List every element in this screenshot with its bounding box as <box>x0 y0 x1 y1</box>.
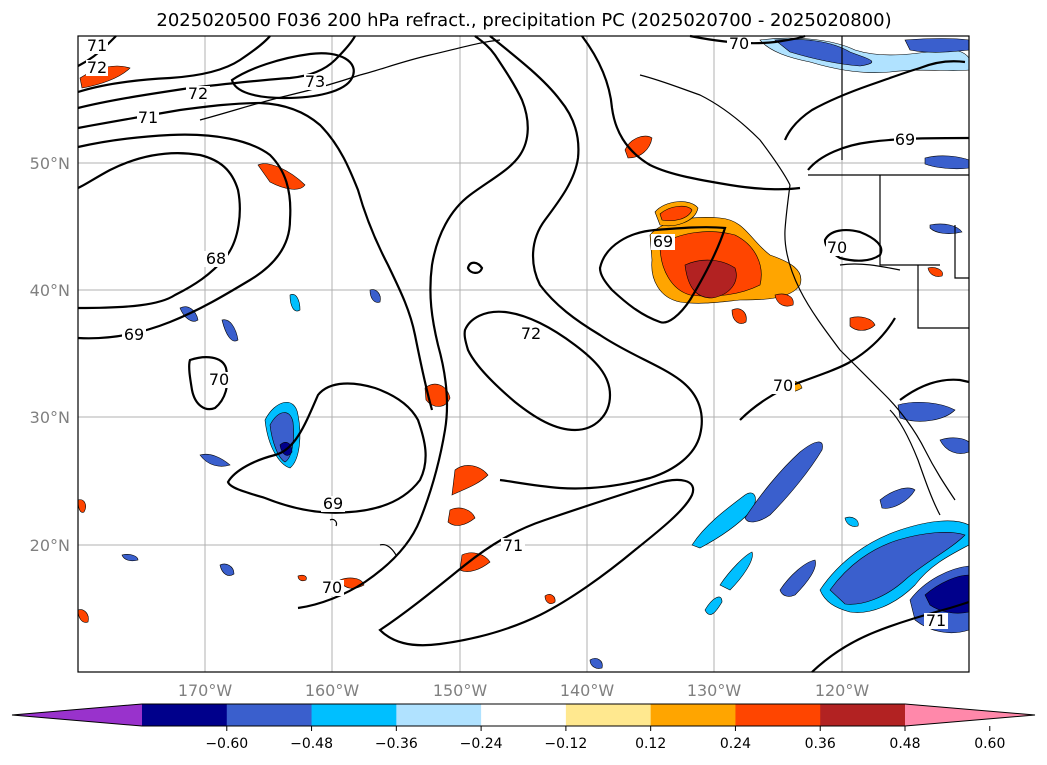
contour-label: 69 <box>653 232 673 251</box>
contours <box>77 34 970 673</box>
contour-label: 70 <box>209 370 229 389</box>
contour-label: 72 <box>87 58 107 77</box>
colorbar-segment <box>650 704 736 726</box>
lon-label: 120°W <box>815 681 870 700</box>
contour-label: 72 <box>188 84 208 103</box>
colorbar-segment <box>565 704 652 726</box>
colorbar-segment <box>142 704 228 726</box>
colorbar-tick-label: 0.48 <box>889 736 920 752</box>
colorbar-extend-max <box>905 704 1035 726</box>
latitude-labels: 50°N 40°N 30°N 20°N <box>30 154 70 555</box>
contour-label: 71 <box>87 36 107 55</box>
contour-labels: 71 72 72 73 71 70 69 68 69 72 69 70 70 7… <box>86 34 948 630</box>
colorbar-tick-label: 0.24 <box>720 736 751 752</box>
lon-label: 160°W <box>305 681 360 700</box>
colorbar-tick-label: −0.48 <box>290 736 333 752</box>
colorbar-tick-label: 0.36 <box>805 736 836 752</box>
colorbar-segment <box>311 704 397 726</box>
colorbar-tick-label: −0.24 <box>460 736 503 752</box>
lon-label: 130°W <box>687 681 742 700</box>
colorbar-tick-label: 0.12 <box>635 736 666 752</box>
lat-label: 50°N <box>30 154 70 173</box>
colorbar-segment <box>396 704 482 726</box>
colorbar-extend-min <box>12 704 142 726</box>
colorbar-segment <box>735 704 821 726</box>
contour-label: 71 <box>138 108 158 127</box>
contour-label: 70 <box>729 34 749 53</box>
contour-label: 70 <box>827 238 847 257</box>
colorbar-tick-label: −0.36 <box>375 736 418 752</box>
colorbar-tick-label: −0.60 <box>205 736 248 752</box>
colorbar: −0.60 −0.48 −0.36 −0.24 −0.12 0.12 0.24 0.36 0.4… <box>11 703 1036 752</box>
lon-label: 150°W <box>433 681 488 700</box>
colorbar-tick-label: 0.60 <box>974 736 1005 752</box>
contour-label: 69 <box>895 130 915 149</box>
precip-negative <box>121 37 970 669</box>
lat-label: 40°N <box>30 281 70 300</box>
map-title: 2025020500 F036 200 hPa refract., precip… <box>156 10 891 31</box>
contour-label: 72 <box>521 324 541 343</box>
colorbar-segment <box>226 704 313 726</box>
contour-label: 70 <box>773 376 793 395</box>
contour-label: 71 <box>503 536 523 555</box>
precip-positive <box>77 65 943 623</box>
lat-label: 30°N <box>30 408 70 427</box>
longitude-labels: 170°W 160°W 150°W 140°W 130°W 120°W <box>178 681 870 700</box>
contour-label: 71 <box>926 611 946 630</box>
contour-label: 68 <box>206 249 226 268</box>
map-border <box>77 35 970 673</box>
coastlines <box>199 36 969 556</box>
lat-label: 20°N <box>30 536 70 555</box>
contour-label: 69 <box>124 325 144 344</box>
colorbar-segment <box>481 704 567 726</box>
contour-label: 70 <box>322 578 342 597</box>
colorbar-segment <box>820 704 906 726</box>
contour-label: 69 <box>323 494 343 513</box>
colorbar-tick-label: −0.12 <box>544 736 587 752</box>
lon-label: 140°W <box>560 681 615 700</box>
colorbar-outline <box>11 703 1036 727</box>
contour-label: 73 <box>305 72 325 91</box>
lon-label: 170°W <box>178 681 233 700</box>
